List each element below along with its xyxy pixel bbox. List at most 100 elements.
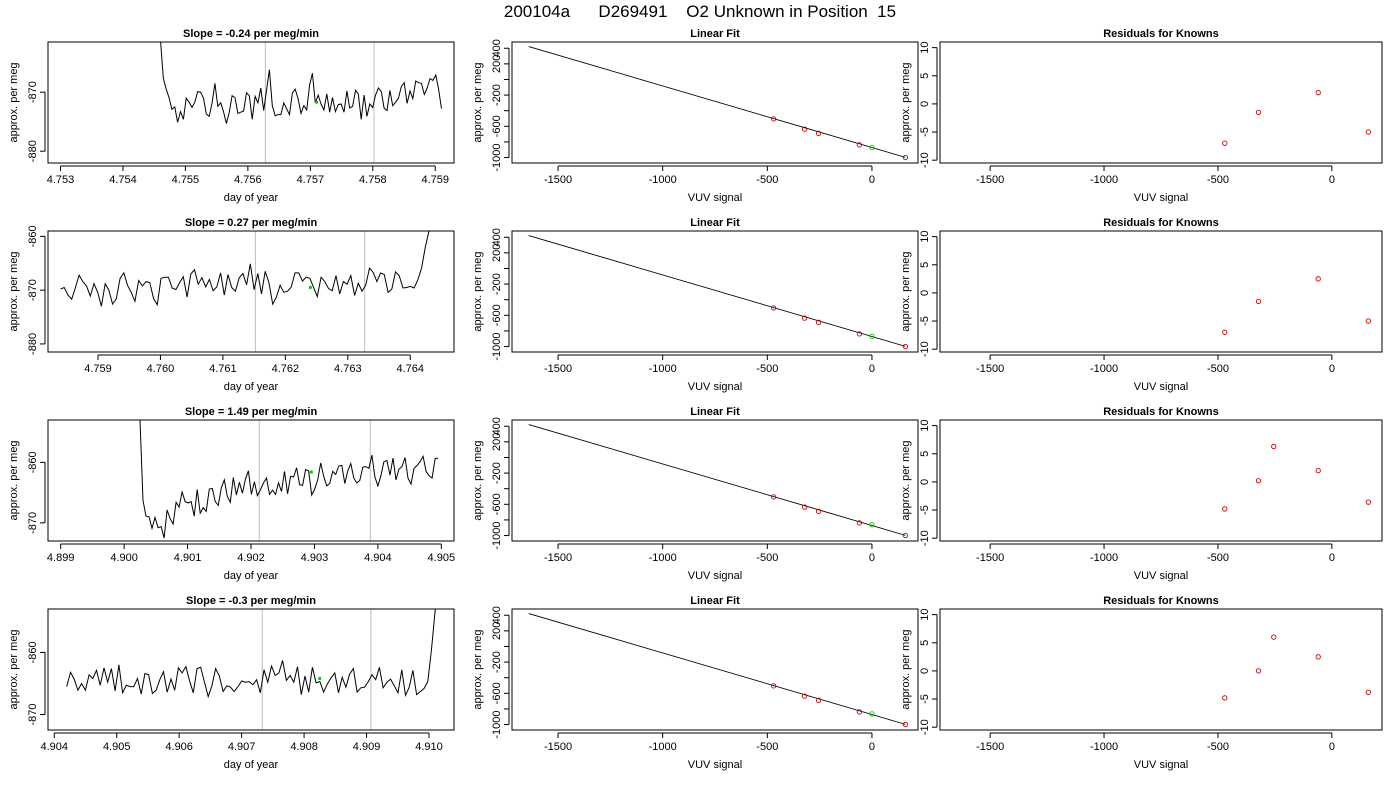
plot-frame — [939, 608, 1383, 731]
unknown-mean-point — [314, 100, 319, 104]
panel-title: Slope = -0.3 per meg/min — [186, 595, 316, 607]
known-point — [1365, 689, 1371, 695]
x-tick-label: 0 — [869, 174, 875, 186]
x-tick-label: 4.755 — [172, 174, 200, 186]
x-tick-label: 4.764 — [397, 363, 425, 375]
plot-frame — [47, 419, 455, 542]
x-axis-label: day of year — [224, 192, 279, 204]
series-line — [66, 609, 436, 699]
x-tick-label: -1000 — [649, 363, 677, 375]
y-tick-label: 5 — [919, 451, 931, 457]
y-axis-label: approx. per meg — [472, 440, 484, 520]
panel-title: Residuals for Knowns — [1103, 406, 1219, 418]
known-point — [801, 504, 808, 510]
x-tick-label: 0 — [1329, 174, 1335, 186]
panel-title: Linear Fit — [690, 217, 740, 229]
unknown-point — [869, 522, 875, 528]
y-axis-label: approx. per meg — [472, 62, 484, 142]
x-axis-label: day of year — [224, 570, 279, 582]
y-tick-label: -5 — [919, 316, 931, 326]
y-tick-label: -1000 — [491, 521, 503, 549]
known-point — [856, 142, 863, 148]
x-tick-label: -1500 — [544, 363, 572, 375]
known-point — [1255, 298, 1262, 304]
x-tick-label: -1500 — [544, 174, 572, 186]
x-tick-label: -1000 — [1090, 174, 1118, 186]
x-tick-label: -1500 — [544, 552, 572, 564]
known-point — [815, 130, 822, 136]
y-tick-label: 200 — [491, 433, 503, 451]
series-line — [60, 231, 430, 307]
unknown-point — [869, 144, 875, 151]
plot-frame — [939, 419, 1383, 542]
x-axis-label: VUV signal — [688, 570, 742, 582]
unknown-mean-point — [318, 676, 322, 681]
x-tick-label: 4.905 — [428, 552, 456, 564]
x-tick-label: -1000 — [1090, 363, 1118, 375]
x-tick-label: -500 — [1207, 174, 1229, 186]
panel-title: Linear Fit — [690, 28, 740, 40]
x-tick-label: 4.906 — [165, 741, 193, 753]
y-tick-label: 0 — [919, 479, 931, 485]
plot-frame — [511, 419, 919, 542]
plot-frame — [47, 41, 455, 164]
fit-line — [528, 235, 906, 347]
y-tick-label: 10 — [919, 609, 931, 621]
y-tick-label: 400 — [491, 417, 503, 435]
known-point — [1315, 654, 1321, 660]
x-tick-label: 4.756 — [234, 174, 262, 186]
y-tick-label: -880 — [27, 333, 39, 355]
figure-title: 200104a D269491 O2 Unknown in Position 1… — [503, 2, 897, 21]
known-point — [801, 315, 808, 321]
x-axis-label: VUV signal — [688, 381, 742, 393]
y-tick-label: 200 — [491, 622, 503, 640]
y-tick-label: -5 — [919, 694, 931, 704]
known-point — [1315, 276, 1321, 282]
y-tick-label: -200 — [491, 273, 503, 295]
x-tick-label: 0 — [1329, 741, 1335, 753]
unknown-mean-point — [309, 470, 313, 474]
known-point — [856, 709, 863, 715]
plot-frame — [511, 41, 919, 164]
known-point — [770, 305, 777, 311]
x-tick-label: -500 — [1207, 363, 1229, 375]
panel-title: Slope = -0.24 per meg/min — [183, 28, 319, 40]
known-point — [815, 697, 822, 703]
panel-row2-timeseries: Slope = 0.27 per meg/min 4.759 4.760 4.761 4… — [8, 217, 455, 393]
panel-row1-linear-fit: Linear Fit -1500 -1000 -500 0 VUV signal -1000… — [472, 28, 919, 204]
known-point — [1365, 129, 1371, 135]
x-tick-label: -1000 — [649, 552, 677, 564]
known-point — [1315, 468, 1321, 474]
x-tick-label: -1500 — [976, 552, 1004, 564]
x-tick-label: 4.909 — [353, 741, 381, 753]
x-axis-label: VUV signal — [1134, 192, 1188, 204]
y-tick-label: -870 — [27, 81, 39, 103]
x-tick-label: -500 — [756, 174, 778, 186]
panel-title: Linear Fit — [690, 595, 740, 607]
y-tick-label: -10 — [919, 341, 931, 357]
y-tick-label: -5 — [919, 127, 931, 137]
x-tick-label: 4.763 — [334, 363, 362, 375]
known-point — [801, 126, 808, 132]
x-tick-label: 4.761 — [209, 363, 237, 375]
x-tick-label: 4.753 — [47, 174, 75, 186]
x-tick-label: -500 — [756, 741, 778, 753]
panel-row3-residuals: Residuals for Knowns -1500 -1000 -500 0 VUV s… — [900, 406, 1383, 582]
y-tick-label: 5 — [919, 262, 931, 268]
series-line — [139, 420, 439, 539]
y-tick-label: -860 — [27, 451, 39, 473]
x-axis-label: VUV signal — [1134, 759, 1188, 771]
known-point — [1271, 443, 1277, 450]
known-point — [902, 532, 909, 539]
panel-row4-residuals: Residuals for Knowns -1500 -1000 -500 0 VUV s… — [900, 595, 1383, 771]
x-tick-label: 4.902 — [237, 552, 265, 564]
y-tick-label: -1000 — [491, 332, 503, 360]
known-point — [1365, 318, 1371, 324]
x-tick-label: 4.762 — [272, 363, 300, 375]
y-tick-label: -860 — [27, 225, 39, 247]
x-tick-label: 0 — [869, 552, 875, 564]
y-tick-label: -200 — [491, 84, 503, 106]
x-tick-label: 4.908 — [290, 741, 318, 753]
y-axis-label: approx. per meg — [8, 629, 20, 709]
